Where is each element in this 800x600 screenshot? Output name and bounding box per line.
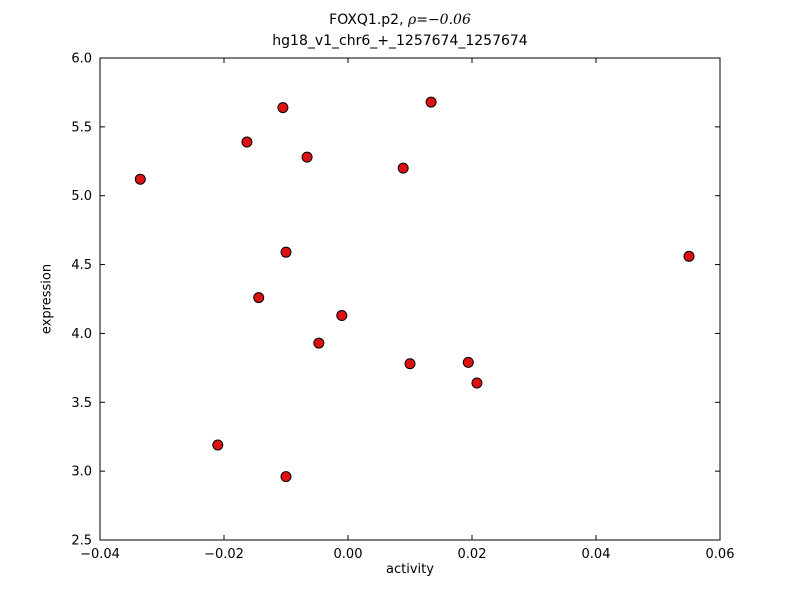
axes-frame [99,57,721,541]
y-tick-label: 5.0 [71,189,92,204]
y-tick-label: 3.0 [71,465,92,480]
data-point [253,292,265,304]
y-tick-label: 6.0 [71,52,92,67]
data-point [280,246,292,258]
data-point [404,358,416,370]
x-tick-label: −0.02 [204,547,244,562]
y-axis-label: expression [39,263,55,335]
data-point [425,96,437,108]
x-tick-label: −0.04 [80,547,120,562]
y-tick-label: 5.5 [71,120,92,135]
chart-subtitle: hg18_v1_chr6_+_1257674_1257674 [272,33,528,49]
x-tick-label: 0.04 [582,547,611,562]
data-point [683,250,695,262]
data-point [336,310,348,322]
x-tick-label: 0.06 [706,547,735,562]
data-point [397,162,409,174]
data-point [212,439,224,451]
x-axis-label: activity [386,562,434,577]
x-tick-label: 0.02 [458,547,487,562]
data-point [277,102,289,114]
data-point [134,173,146,185]
data-point [241,136,253,148]
y-tick-label: 4.0 [71,327,92,342]
y-tick-label: 4.5 [71,258,92,273]
chart-title: FOXQ1.p2, ρ=−0.06 [0,12,800,28]
chart-title-math: ρ=−0.06 [407,12,471,28]
x-tick-label: 0.00 [334,547,363,562]
data-point [462,356,474,368]
y-tick-label: 3.5 [71,396,92,411]
data-point [471,377,483,389]
data-point [280,471,292,483]
data-point [313,337,325,349]
y-tick-label: 2.5 [71,534,92,549]
chart-title-text: FOXQ1.p2, [329,12,408,28]
data-point [301,151,313,163]
